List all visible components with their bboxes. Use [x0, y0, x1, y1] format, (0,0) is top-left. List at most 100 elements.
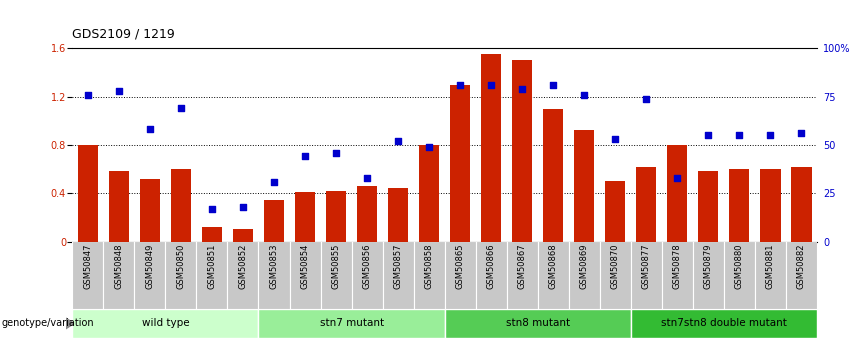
Bar — [259, 241, 289, 309]
Text: GSM50847: GSM50847 — [83, 244, 93, 289]
Text: GSM50856: GSM50856 — [363, 244, 372, 289]
Bar — [321, 241, 351, 309]
Text: GSM50870: GSM50870 — [611, 244, 620, 289]
Point — [298, 154, 311, 159]
Bar — [476, 241, 506, 309]
Bar — [538, 241, 568, 309]
Text: stn8 mutant: stn8 mutant — [505, 318, 570, 328]
Text: GSM50854: GSM50854 — [300, 244, 310, 289]
Bar — [414, 241, 444, 309]
Point — [267, 179, 281, 184]
Bar — [72, 241, 103, 309]
Text: GSM50848: GSM50848 — [114, 244, 123, 289]
Point — [484, 82, 498, 88]
Point — [516, 86, 529, 92]
Text: stn7 mutant: stn7 mutant — [319, 318, 384, 328]
Text: GSM50849: GSM50849 — [146, 244, 154, 289]
Bar — [662, 241, 693, 309]
Bar — [351, 241, 383, 309]
Point — [639, 96, 653, 101]
Bar — [171, 169, 191, 241]
Text: GSM50881: GSM50881 — [766, 244, 775, 289]
Text: GSM50855: GSM50855 — [332, 244, 340, 289]
Bar — [326, 191, 346, 242]
Bar — [233, 229, 253, 241]
Bar — [450, 85, 471, 242]
Bar — [481, 54, 501, 241]
Bar — [786, 241, 817, 309]
Bar — [419, 145, 439, 242]
Point — [546, 82, 560, 88]
Bar — [605, 181, 625, 241]
Bar — [760, 169, 780, 241]
Text: GSM50867: GSM50867 — [517, 244, 527, 289]
Bar — [600, 241, 631, 309]
Bar — [791, 167, 812, 242]
Text: GDS2109 / 1219: GDS2109 / 1219 — [72, 28, 175, 41]
Point — [174, 106, 188, 111]
Bar — [724, 241, 755, 309]
Text: GSM50851: GSM50851 — [208, 244, 216, 289]
Text: GSM50866: GSM50866 — [487, 244, 495, 289]
Bar — [77, 145, 98, 242]
Text: GSM50868: GSM50868 — [549, 244, 557, 289]
Point — [112, 88, 126, 93]
Text: GSM50877: GSM50877 — [642, 244, 651, 289]
Bar — [383, 241, 414, 309]
Point — [205, 206, 219, 211]
Bar — [568, 241, 600, 309]
Bar — [202, 227, 222, 242]
Point — [422, 144, 436, 150]
Bar — [693, 241, 724, 309]
Text: GSM50882: GSM50882 — [797, 244, 806, 289]
Point — [143, 127, 157, 132]
Text: GSM50869: GSM50869 — [580, 244, 589, 289]
Bar — [109, 171, 129, 242]
Bar — [259, 309, 444, 338]
Text: GSM50850: GSM50850 — [176, 244, 186, 289]
Point — [671, 175, 684, 180]
Bar — [264, 200, 284, 242]
Point — [608, 136, 622, 142]
Bar — [574, 130, 594, 242]
Bar — [295, 192, 315, 242]
Bar — [289, 241, 321, 309]
Bar — [729, 169, 750, 241]
Bar — [512, 60, 532, 241]
Text: GSM50880: GSM50880 — [735, 244, 744, 289]
Bar — [631, 241, 662, 309]
Point — [701, 132, 715, 138]
Bar — [444, 241, 476, 309]
Text: GSM50879: GSM50879 — [704, 244, 713, 289]
Point — [454, 82, 467, 88]
Text: GSM50853: GSM50853 — [270, 244, 278, 289]
Point — [795, 130, 808, 136]
Point — [329, 150, 343, 155]
Point — [360, 175, 374, 180]
Bar — [755, 241, 786, 309]
Point — [237, 204, 250, 209]
Point — [391, 138, 405, 144]
Bar — [637, 167, 656, 242]
Bar — [165, 241, 197, 309]
Text: genotype/variation: genotype/variation — [2, 318, 94, 328]
Point — [733, 132, 746, 138]
Bar — [444, 309, 631, 338]
Bar — [103, 241, 134, 309]
Text: stn7stn8 double mutant: stn7stn8 double mutant — [661, 318, 787, 328]
Bar — [631, 309, 817, 338]
Text: GSM50852: GSM50852 — [238, 244, 248, 289]
Text: GSM50865: GSM50865 — [455, 244, 465, 289]
Bar — [134, 241, 165, 309]
Polygon shape — [66, 318, 74, 329]
Bar — [506, 241, 538, 309]
Bar — [543, 109, 563, 242]
Text: wild type: wild type — [141, 318, 189, 328]
Bar — [699, 171, 718, 242]
Bar — [667, 145, 688, 242]
Point — [578, 92, 591, 97]
Text: GSM50858: GSM50858 — [425, 244, 434, 289]
Point — [81, 92, 94, 97]
Bar — [197, 241, 227, 309]
Bar — [388, 188, 408, 241]
